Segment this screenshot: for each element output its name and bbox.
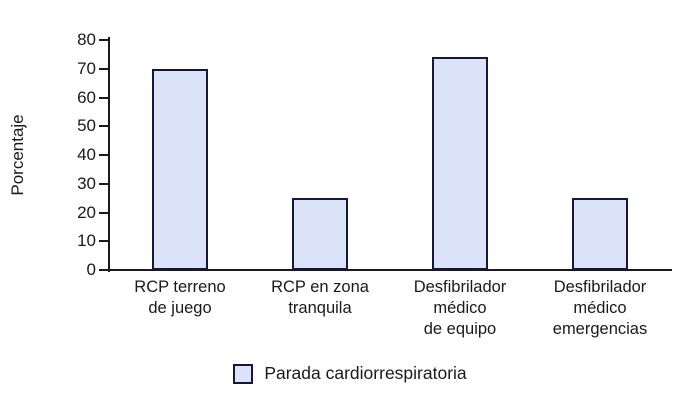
x-category-label-line: emergencias xyxy=(552,320,648,339)
x-category-label: Desfibrilador médico emergencias xyxy=(525,277,675,340)
y-tick-label: 0 xyxy=(86,260,96,279)
x-category-label-line: RCP en zona xyxy=(271,278,369,296)
bar xyxy=(152,68,208,270)
x-category-label-line: Desfibrilador xyxy=(413,278,507,296)
x-category-label-line: de equipo xyxy=(423,320,497,339)
bar xyxy=(432,57,488,270)
y-tick-mark xyxy=(99,96,108,99)
x-category-label-line: RCP terreno xyxy=(134,278,226,296)
y-tick-label: 20 xyxy=(77,202,96,222)
x-category-label: Desfibrilador médico de equipo xyxy=(385,277,535,340)
x-category-label-line: médico xyxy=(573,299,627,318)
x-category-label-line: médico xyxy=(433,299,487,318)
y-tick-mark xyxy=(99,182,108,185)
y-tick-label: 10 xyxy=(77,231,96,251)
y-axis-line xyxy=(108,37,110,272)
y-tick-mark xyxy=(99,39,108,41)
y-tick-mark xyxy=(99,67,108,70)
x-category-label: RCP en zona tranquila xyxy=(245,277,395,319)
y-tick-label: 40 xyxy=(77,145,96,164)
x-category-label-line: Desfibrilador xyxy=(553,278,647,296)
x-category-label: RCP terreno de juego xyxy=(105,277,255,319)
bar xyxy=(292,198,348,270)
y-tick-mark xyxy=(99,240,108,243)
legend-label: Parada cardiorrespiratoria xyxy=(264,363,467,383)
x-category-label-line: de juego xyxy=(148,299,212,318)
legend-swatch-icon xyxy=(233,363,254,384)
y-tick-label: 60 xyxy=(77,87,96,107)
y-tick-mark xyxy=(99,211,108,214)
y-tick-label: 70 xyxy=(77,58,96,78)
x-category-label-line: tranquila xyxy=(288,299,352,318)
y-tick-label: 80 xyxy=(77,30,96,49)
bar xyxy=(572,198,628,270)
legend: Parada cardiorrespiratoria xyxy=(0,363,700,384)
y-tick-label: 30 xyxy=(77,173,96,193)
x-axis-line xyxy=(108,269,672,271)
y-tick-mark xyxy=(99,125,108,128)
y-tick-label: 50 xyxy=(77,116,96,136)
y-tick-mark xyxy=(99,154,108,156)
y-tick-mark xyxy=(99,269,108,271)
